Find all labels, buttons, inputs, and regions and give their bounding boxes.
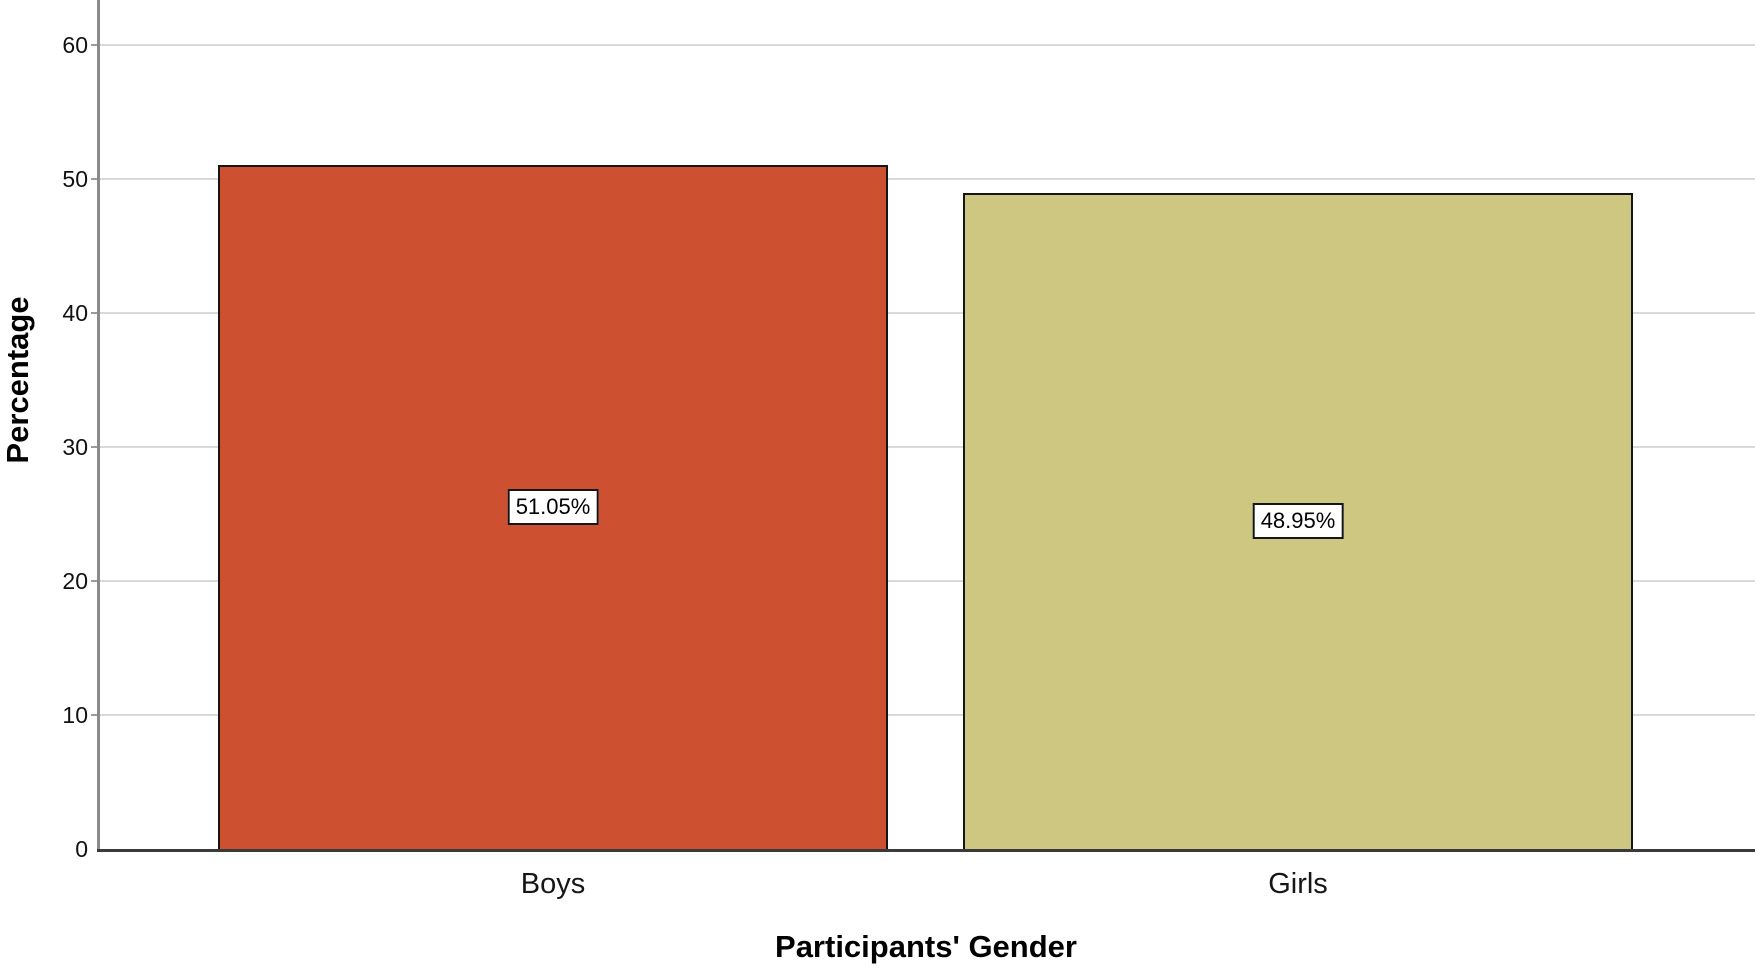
y-tick-label-30: 30	[62, 434, 88, 460]
gridline-30	[100, 446, 1755, 448]
gridline-20	[100, 580, 1755, 582]
x-tick-label-girls: Girls	[1268, 868, 1328, 900]
bar-value-label-girls: 48.95%	[1252, 503, 1344, 540]
y-tick-mark-20	[91, 580, 99, 582]
x-tick-label-boys: Boys	[520, 868, 586, 900]
gridline-10	[100, 714, 1755, 716]
gridline-40	[100, 312, 1755, 314]
y-tick-mark-40	[91, 312, 99, 314]
x-axis-title: Participants' Gender	[775, 929, 1077, 964]
y-axis-line	[97, 0, 100, 852]
y-tick-label-40: 40	[62, 300, 88, 326]
y-tick-label-20: 20	[62, 568, 88, 594]
y-tick-mark-50	[91, 178, 99, 180]
gridline-50	[100, 178, 1755, 180]
x-axis-line	[97, 849, 1755, 852]
gridline-60	[100, 44, 1755, 46]
y-tick-mark-30	[91, 446, 99, 448]
y-tick-mark-60	[91, 44, 99, 46]
y-tick-label-60: 60	[62, 32, 88, 58]
y-tick-label-0: 0	[75, 836, 88, 862]
bar-value-label-boys: 51.05%	[507, 488, 599, 525]
y-tick-label-10: 10	[62, 702, 88, 728]
y-tick-label-50: 50	[62, 166, 88, 192]
y-tick-mark-10	[91, 714, 99, 716]
